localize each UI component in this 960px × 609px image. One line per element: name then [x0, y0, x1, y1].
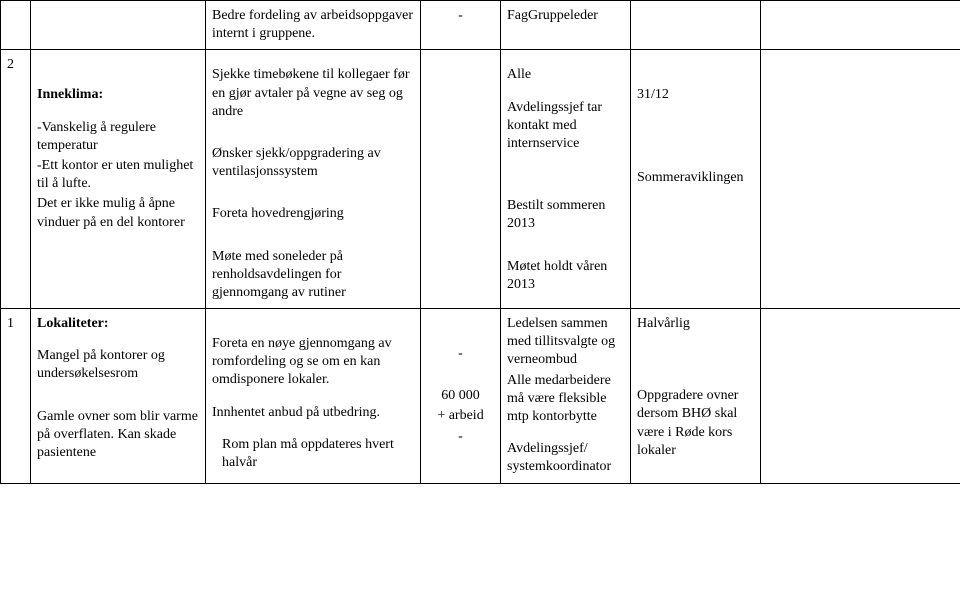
text: Det er ikke mulig å åpne vinduer på en d…: [37, 195, 199, 231]
text: 2: [7, 56, 24, 74]
cell-cost: [421, 50, 501, 309]
text: Foreta hovedrengjøring: [212, 205, 414, 223]
table-row: 2 Inneklima: -Vanskelig å regulere tempe…: [1, 50, 960, 309]
text: Mangel på kontorer og undersøkelsesrom: [37, 347, 199, 383]
text: -Ett kontor er uten mulighet til å lufte…: [37, 157, 199, 193]
text: Sommeraviklingen: [637, 169, 754, 187]
text: FagGruppeleder: [507, 7, 624, 25]
text: Alle medarbeidere må være fleksible mtp …: [507, 372, 624, 427]
text: Alle: [507, 66, 624, 84]
cell-resp: Alle Avdelingssjef tar kontakt med inter…: [501, 50, 631, 309]
text: Avdelingssjef tar kontakt med internserv…: [507, 99, 624, 154]
cell-topic: Inneklima: -Vanskelig å regulere tempera…: [31, 50, 206, 309]
text: + arbeid: [427, 407, 494, 425]
cell-resp: Ledelsen sammen med tillitsvalgte og ver…: [501, 309, 631, 484]
cell-action: Sjekke timebøkene til kollegaer før en g…: [206, 50, 421, 309]
text: Gamle ovner som blir varme på overflaten…: [37, 408, 199, 463]
text: Innhentet anbud på utbedring.: [212, 404, 414, 422]
cell-cost: - 60 000 + arbeid -: [421, 309, 501, 484]
document-table: Bedre fordeling av arbeidsoppgaver inter…: [0, 0, 960, 484]
text: 1: [7, 315, 24, 333]
text: Sjekke timebøkene til kollegaer før en g…: [212, 66, 414, 121]
cell-topic: [31, 1, 206, 50]
text: Ledelsen sammen med tillitsvalgte og ver…: [507, 315, 624, 370]
cell-date: [631, 1, 761, 50]
text: -Vanskelig å regulere temperatur: [37, 119, 199, 155]
text: Halvårlig: [637, 315, 754, 333]
cell-date: 31/12 Sommeraviklingen: [631, 50, 761, 309]
table-row: Bedre fordeling av arbeidsoppgaver inter…: [1, 1, 960, 50]
text: Avdelingssjef/ systemkoordinator: [507, 440, 624, 476]
text: Oppgradere ovner dersom BHØ skal være i …: [637, 387, 754, 460]
text: Møtet holdt våren 2013: [507, 258, 624, 294]
cell-note: [761, 50, 960, 309]
text: -: [427, 345, 494, 363]
text: Bestilt sommeren 2013: [507, 197, 624, 233]
text: Foreta en nøye gjennomgang av romfordeli…: [212, 335, 414, 390]
cell-date: Halvårlig Oppgradere ovner dersom BHØ sk…: [631, 309, 761, 484]
text: -: [427, 7, 494, 25]
text: Bedre fordeling av arbeidsoppgaver inter…: [212, 7, 414, 43]
text: Ønsker sjekk/oppgradering av ventilasjon…: [212, 145, 414, 181]
text: Møte med soneleder på renholdsavdelingen…: [212, 248, 414, 303]
text: Rom plan må oppdateres hvert halvår: [212, 436, 414, 472]
cell-cost: -: [421, 1, 501, 50]
cell-action: Bedre fordeling av arbeidsoppgaver inter…: [206, 1, 421, 50]
text: 31/12: [637, 86, 754, 104]
table-row: 1 Lokaliteter: Mangel på kontorer og und…: [1, 309, 960, 484]
cell-resp: FagGruppeleder: [501, 1, 631, 50]
cell-num: [1, 1, 31, 50]
topic-heading: Inneklima:: [37, 86, 199, 104]
cell-action: Foreta en nøye gjennomgang av romfordeli…: [206, 309, 421, 484]
text: 60 000: [427, 387, 494, 405]
cell-note: [761, 1, 960, 50]
topic-heading: Lokaliteter:: [37, 315, 199, 333]
cell-topic: Lokaliteter: Mangel på kontorer og under…: [31, 309, 206, 484]
cell-num: 2: [1, 50, 31, 309]
cell-num: 1: [1, 309, 31, 484]
cell-note: [761, 309, 960, 484]
text: -: [427, 428, 494, 446]
